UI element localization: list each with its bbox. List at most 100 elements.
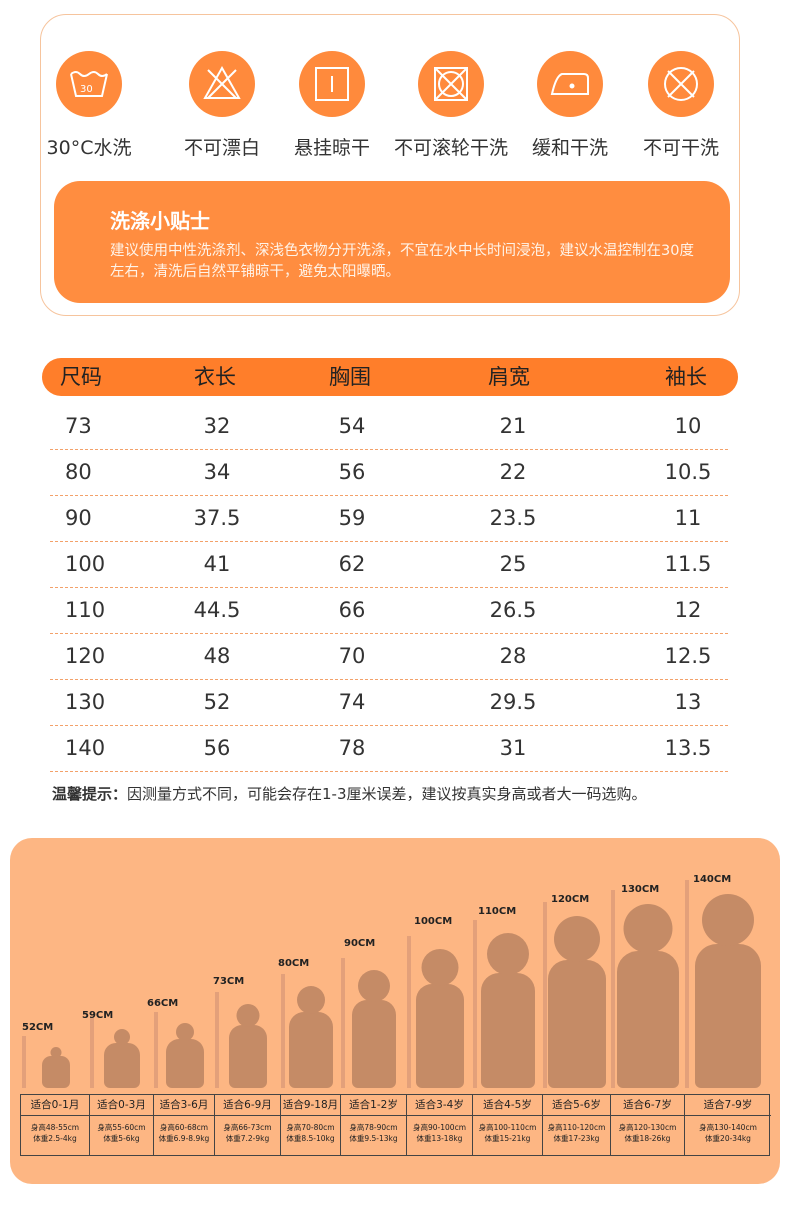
- body-stats: 身高110-120cm 体重17-23kg: [543, 1116, 610, 1144]
- child-head: [176, 1023, 194, 1041]
- size-notice: 温馨提示：因测量方式不同，可能会存在1-3厘米误差，建议按真实身高或者大一码选购…: [52, 783, 647, 804]
- kid-silhouette: [685, 878, 765, 1088]
- body-height: 身高78-90cm: [349, 1123, 398, 1132]
- child-head: [297, 986, 325, 1014]
- cell-chest: 70: [338, 644, 366, 668]
- height-ruler: [407, 936, 411, 1088]
- care-label: 不可漂白: [183, 137, 260, 159]
- cell-shoulder: 22: [499, 460, 527, 484]
- age-range: 适合6-9月: [215, 1095, 280, 1116]
- child-head: [702, 894, 754, 946]
- body-height: 身高100-110cm: [478, 1123, 537, 1132]
- care-item-hang: 悬挂晾干: [277, 51, 387, 160]
- height-label: 52CM: [22, 1022, 54, 1033]
- cell-chest: 62: [338, 552, 366, 576]
- cell-chest: 54: [338, 414, 366, 438]
- child-figure: [166, 1023, 204, 1088]
- care-label: 不可干洗: [642, 137, 719, 159]
- table-row: 73 32 54 21 10: [50, 404, 728, 450]
- height-ruler: [685, 880, 689, 1088]
- height-label: 120CM: [551, 894, 590, 905]
- table-row: 130 52 74 29.5 13: [50, 680, 728, 726]
- body-weight: 体重15-21kg: [484, 1134, 531, 1143]
- height-ruler: [215, 992, 219, 1088]
- age-range: 适合7-9岁: [685, 1095, 771, 1116]
- age-column: 适合1-2岁 身高78-90cm 体重9.5-13kg: [340, 1095, 406, 1155]
- no-dry-clean-icon: [648, 51, 714, 117]
- cell-size: 73: [65, 414, 92, 438]
- kid-silhouette: [281, 972, 335, 1088]
- care-item-tumble: 不可滚轮干洗: [391, 51, 511, 160]
- cell-chest: 66: [338, 598, 366, 622]
- care-panel: 30 30°C水洗 不可漂白 悬挂晾干: [40, 14, 740, 316]
- cell-sleeve: 11: [674, 506, 702, 530]
- cell-length: 44.5: [193, 598, 241, 622]
- table-row: 120 48 70 28 12.5: [50, 634, 728, 680]
- cell-chest: 78: [338, 736, 366, 760]
- cell-size: 100: [65, 552, 106, 576]
- cell-sleeve: 10.5: [664, 460, 712, 484]
- kid-silhouette: [90, 1016, 148, 1088]
- age-range: 适合0-3月: [90, 1095, 153, 1116]
- table-row: 80 34 56 22 10.5: [50, 450, 728, 496]
- age-column: 适合7-9岁身高130-140cm 体重20-34kg: [684, 1095, 771, 1155]
- body-weight: 体重5-6kg: [103, 1134, 140, 1143]
- height-label: 90CM: [344, 938, 376, 949]
- tips-text: 建议使用中性洗涤剂、深浅色衣物分开洗涤，不宜在水中长时间浸泡，建议水温控制在30…: [110, 243, 694, 280]
- cell-length: 32: [203, 414, 231, 438]
- age-range: 适合0-1月: [21, 1095, 89, 1116]
- age-range: 适合6-7岁: [611, 1095, 684, 1116]
- body-height: 身高66-73cm: [223, 1123, 272, 1132]
- body-weight: 体重6.9-8.9kg: [158, 1134, 210, 1143]
- cell-length: 48: [203, 644, 231, 668]
- body-height: 身高70-80cm: [286, 1123, 335, 1132]
- body-weight: 体重13-18kg: [416, 1134, 463, 1143]
- cell-sleeve: 13.5: [664, 736, 712, 760]
- table-row: 140 56 78 31 13.5: [50, 726, 728, 772]
- size-table-header: 尺码 衣长 胸围 肩宽 袖长: [42, 358, 738, 396]
- tips-title: 洗涤小贴士: [110, 209, 210, 233]
- cell-sleeve: 11.5: [664, 552, 712, 576]
- kid-silhouette: [215, 990, 275, 1088]
- child-figure: [481, 933, 535, 1088]
- cell-size: 130: [65, 690, 106, 714]
- body-height: 身高130-140cm: [699, 1123, 757, 1132]
- svg-text:30: 30: [80, 84, 93, 95]
- body-weight: 体重2.5-4kg: [33, 1134, 77, 1143]
- height-label: 100CM: [414, 916, 453, 927]
- body-height: 身高48-55cm: [30, 1123, 80, 1132]
- cell-sleeve: 12.5: [664, 644, 712, 668]
- height-ruler: [611, 890, 615, 1088]
- iron-icon: [537, 51, 603, 117]
- height-label: 59CM: [82, 1010, 114, 1021]
- height-ruler: [473, 920, 477, 1088]
- cell-size: 110: [65, 598, 106, 622]
- body-stats: 身高60-68cm 体重6.9-8.9kg: [154, 1116, 214, 1144]
- no-tumble-dry-icon: [418, 51, 484, 117]
- cell-sleeve: 10: [674, 414, 702, 438]
- kid-silhouette: [22, 1034, 84, 1088]
- washing-tips: 洗涤小贴士 建议使用中性洗涤剂、深浅色衣物分开洗涤，不宜在水中长时间浸泡，建议水…: [54, 181, 730, 303]
- age-column: 适合5-6岁 身高110-120cm 体重17-23kg: [542, 1095, 610, 1155]
- table-row: 100 41 62 25 11.5: [50, 542, 728, 588]
- child-head: [421, 949, 459, 986]
- child-figure: [548, 916, 606, 1088]
- body-stats: 身高90-100cm 体重13-18kg: [407, 1116, 472, 1144]
- cell-shoulder: 31: [499, 736, 527, 760]
- body-stats: 身高70-80cm 体重8.5-10kg: [281, 1116, 340, 1144]
- body-stats: 身高120-130cm 体重18-26kg: [611, 1116, 684, 1144]
- cell-shoulder: 28: [499, 644, 527, 668]
- child-figure: [617, 904, 679, 1088]
- growth-chart: 52CM 59CM 66CM 73CM 80CM 90CM 100CM 110CM 120CM 1…: [10, 838, 780, 1184]
- height-label: 73CM: [213, 976, 245, 987]
- size-table-body: 73 32 54 21 10 80 34 56 22 10.5 90 37.5 …: [50, 404, 728, 772]
- cell-length: 34: [203, 460, 231, 484]
- body-weight: 体重20-34kg: [705, 1134, 751, 1143]
- child-figure: [695, 894, 761, 1088]
- cell-shoulder: 26.5: [489, 598, 537, 622]
- header-sleeve: 袖长: [665, 365, 707, 389]
- cell-sleeve: 13: [674, 690, 702, 714]
- body-stats: 身高130-140cm 体重20-34kg: [685, 1116, 771, 1144]
- child-head: [358, 970, 390, 1002]
- kid-silhouette: [154, 1010, 209, 1088]
